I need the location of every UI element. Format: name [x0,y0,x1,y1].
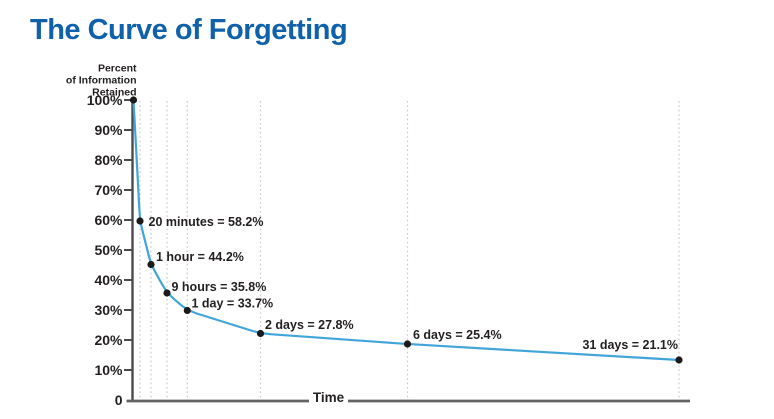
data-point-label: 2 days = 27.8% [265,318,354,332]
page-title: The Curve of Forgetting [30,14,348,46]
data-point-label: 31 days = 21.1% [582,338,678,352]
data-point [403,340,412,348]
y-tick-label: 40% [94,272,123,288]
y-tick-label: 60% [94,212,123,228]
data-point [183,306,191,315]
y-tick-label: 0 [115,392,123,408]
y-tick-label: 10% [94,362,123,378]
y-tick-label: 100% [87,92,123,108]
data-point [136,217,144,225]
y-tick-label: 50% [94,242,123,258]
data-point-label: 20 minutes = 58.2% [149,215,264,229]
y-axis-title-line: Percent [98,63,137,75]
y-tick-label: 70% [94,182,123,198]
y-axis-title-line: of Information [66,75,137,87]
data-point-label: 6 days = 25.4% [413,328,502,342]
y-tick-label: 30% [94,302,123,318]
y-tick-label: 80% [94,152,123,168]
data-point-label: 1 hour = 44.2% [156,250,244,264]
data-point-label: 1 day = 33.7% [192,297,274,311]
start-point [129,96,138,104]
x-axis-label: Time [313,390,345,405]
y-tick-label: 20% [94,332,123,348]
curve-line [132,98,681,362]
data-point [256,329,265,338]
data-point [675,356,683,364]
y-tick-label: 90% [94,122,123,138]
y-axis-title-line: Retained [92,87,136,99]
data-point [147,260,155,269]
data-point [163,289,171,297]
data-point-label: 9 hours = 35.8% [172,280,267,294]
